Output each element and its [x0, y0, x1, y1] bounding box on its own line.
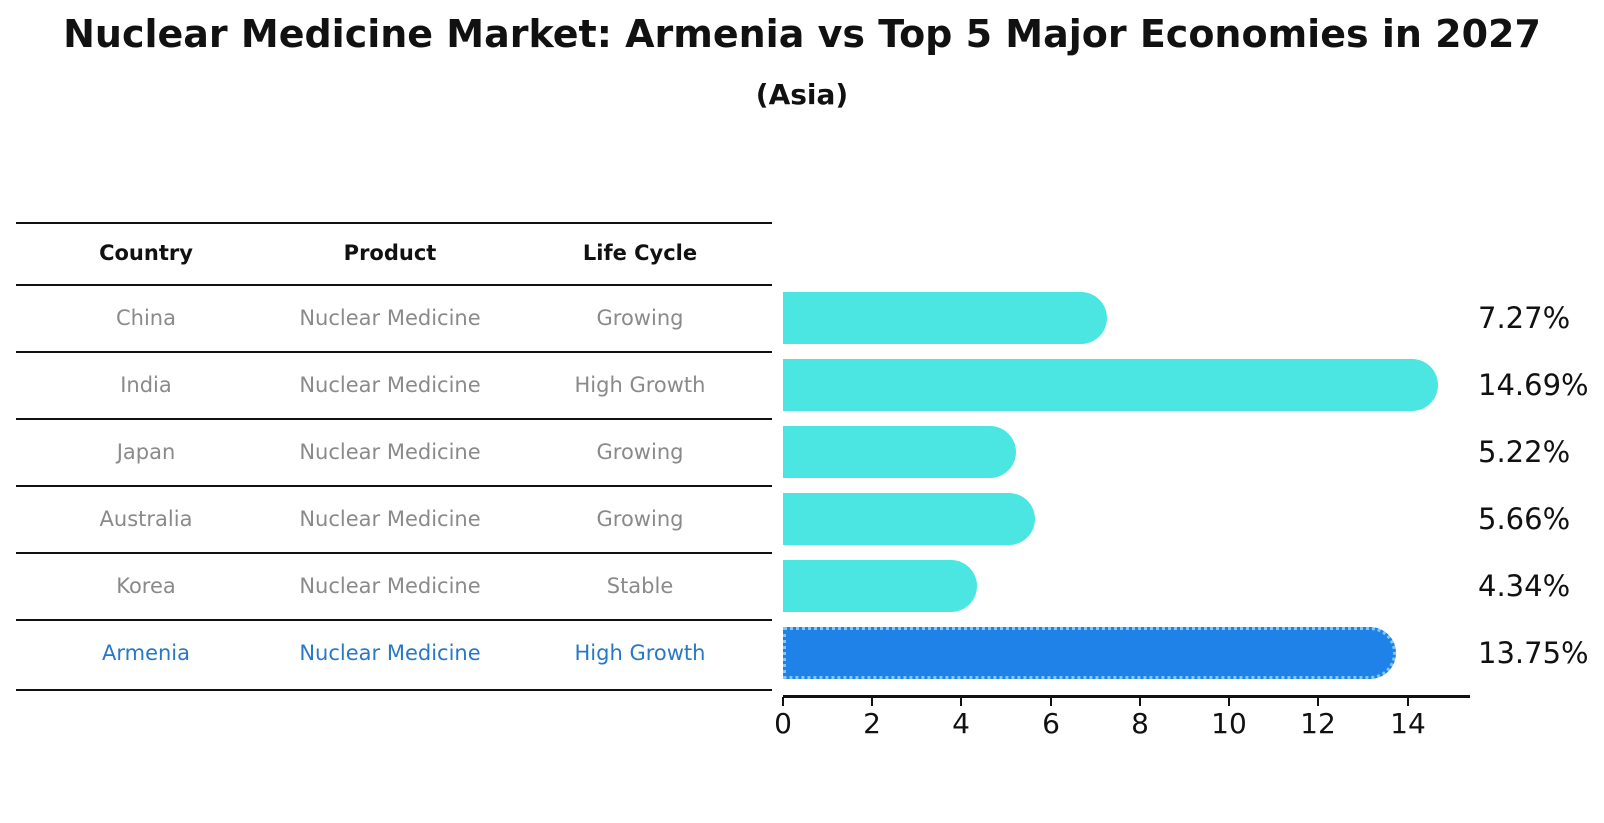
- x-axis-tick: [960, 697, 962, 706]
- table-line: [16, 689, 772, 691]
- cell-life-cycle: Growing: [596, 507, 684, 531]
- cell-country: Armenia: [101, 641, 191, 665]
- x-axis-tick-label: 14: [1390, 707, 1426, 740]
- cell-product: Nuclear Medicine: [299, 574, 481, 598]
- column-header-product: Product: [343, 241, 437, 265]
- x-axis-tick-label: 8: [1131, 707, 1149, 740]
- table-header-row: Country Product Life Cycle: [0, 237, 790, 269]
- table-line: [16, 284, 772, 286]
- cell-life-cycle: High Growth: [574, 373, 706, 397]
- x-axis-tick: [871, 697, 873, 706]
- cell-life-cycle: Stable: [606, 574, 674, 598]
- x-axis-line: [783, 695, 1470, 698]
- cell-country: Australia: [99, 507, 193, 531]
- x-axis-tick-label: 10: [1211, 707, 1247, 740]
- chart-subtitle: (Asia): [755, 78, 849, 111]
- table-row-armenia: Armenia Nuclear Medicine High Growth: [0, 637, 790, 669]
- cell-country: Japan: [116, 440, 176, 464]
- cell-life-cycle: High Growth: [574, 641, 706, 665]
- bar-japan: [783, 426, 1016, 478]
- x-axis-tick: [782, 697, 784, 706]
- cell-country: Korea: [116, 574, 176, 598]
- table-line: [16, 552, 772, 554]
- cell-product: Nuclear Medicine: [299, 507, 481, 531]
- x-axis-tick: [1139, 697, 1141, 706]
- column-header-life-cycle: Life Cycle: [582, 241, 698, 265]
- table-line: [16, 619, 772, 621]
- bar-korea: [783, 560, 977, 612]
- bar-australia: [783, 493, 1035, 545]
- value-label-india: 14.69%: [1478, 368, 1589, 402]
- column-header-country: Country: [99, 241, 193, 265]
- table-line: [16, 485, 772, 487]
- x-axis-tick: [1228, 697, 1230, 706]
- table-row-japan: Japan Nuclear Medicine Growing: [0, 436, 790, 468]
- cell-product: Nuclear Medicine: [299, 306, 481, 330]
- table-line: [16, 222, 772, 224]
- value-label-australia: 5.66%: [1478, 502, 1571, 536]
- cell-life-cycle: Growing: [596, 306, 684, 330]
- table-row-australia: Australia Nuclear Medicine Growing: [0, 503, 790, 535]
- table-row-china: China Nuclear Medicine Growing: [0, 302, 790, 334]
- cell-product: Nuclear Medicine: [299, 373, 481, 397]
- table-row-india: India Nuclear Medicine High Growth: [0, 369, 790, 401]
- value-label-japan: 5.22%: [1478, 435, 1571, 469]
- x-axis-tick-label: 4: [952, 707, 970, 740]
- cell-country: China: [116, 306, 176, 330]
- x-axis-tick: [1050, 697, 1052, 706]
- bar-armenia: [783, 627, 1396, 679]
- bar-india: [783, 359, 1438, 411]
- table-line: [16, 351, 772, 353]
- cell-product: Nuclear Medicine: [299, 440, 481, 464]
- x-axis-tick-label: 6: [1042, 707, 1060, 740]
- chart-title: Nuclear Medicine Market: Armenia vs Top …: [63, 12, 1541, 56]
- table-row-korea: Korea Nuclear Medicine Stable: [0, 570, 790, 602]
- value-label-china: 7.27%: [1478, 301, 1571, 335]
- x-axis-tick-label: 2: [863, 707, 881, 740]
- cell-life-cycle: Growing: [596, 440, 684, 464]
- cell-product: Nuclear Medicine: [299, 641, 481, 665]
- x-axis-tick: [1407, 697, 1409, 706]
- x-axis-tick-label: 12: [1300, 707, 1336, 740]
- table-line: [16, 418, 772, 420]
- value-label-korea: 4.34%: [1478, 569, 1571, 603]
- value-label-armenia: 13.75%: [1478, 636, 1589, 670]
- cell-country: India: [120, 373, 172, 397]
- x-axis-tick: [1317, 697, 1319, 706]
- bar-china: [783, 292, 1107, 344]
- x-axis-tick-label: 0: [774, 707, 792, 740]
